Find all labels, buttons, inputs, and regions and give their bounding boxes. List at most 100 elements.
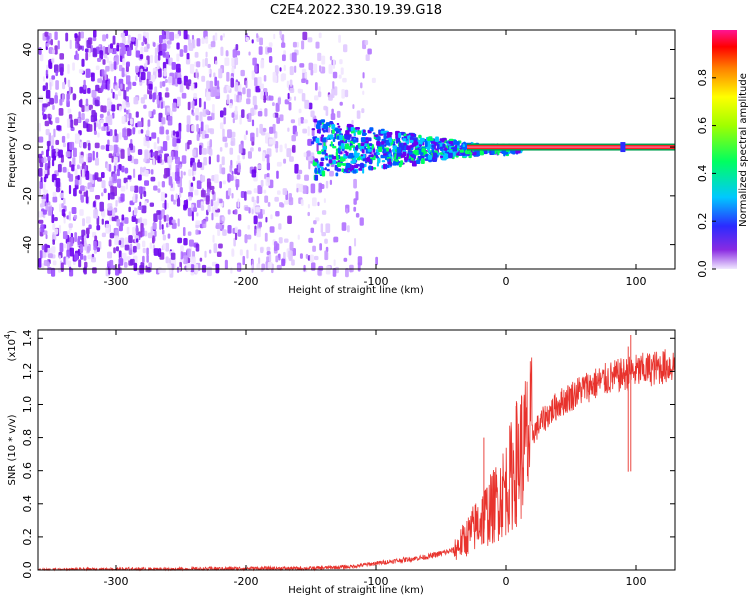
spectrogram-cell (375, 256, 379, 266)
spectrogram-cell (85, 68, 91, 78)
spectrogram-cell (189, 63, 195, 74)
spectrogram-signal-cell (439, 155, 444, 159)
spectrogram-cell (298, 169, 303, 175)
spectrogram-cell (135, 50, 141, 58)
spectrogram-cell (126, 61, 131, 67)
spectrogram-cell (112, 91, 115, 99)
spectrogram-cell (177, 237, 183, 244)
spectrogram-cell (51, 135, 55, 146)
spectrogram-cell (287, 127, 290, 132)
spectrogram-cell (41, 263, 45, 271)
spectrogram-cell (176, 266, 180, 273)
spectrogram-cell (299, 253, 303, 259)
spectrogram-cell (325, 223, 331, 233)
spectrogram-cell (162, 234, 166, 241)
spectrogram-cell (224, 57, 230, 66)
spectrogram-cell (234, 232, 238, 241)
spectrogram-cell (258, 46, 263, 55)
spectrogram-cell (97, 119, 100, 124)
spectrogram-signal-cell (392, 162, 397, 166)
spectrogram-cell (46, 193, 49, 203)
spectrogram-signal-cell (380, 130, 386, 134)
spectrogram-cell (90, 72, 95, 82)
spectrogram-cell (297, 234, 300, 240)
spectrogram-cell (105, 65, 110, 72)
spectrogram-signal-cell (424, 141, 428, 147)
spectrogram-cell (47, 206, 53, 216)
colorbar-ticks: 0.0 0.2 0.4 0.6 0.8 (696, 69, 716, 278)
spectrogram-cell (112, 35, 116, 45)
spectrogram-cell (83, 237, 86, 247)
spectrogram-cell (210, 41, 216, 48)
spectrogram-cell (68, 184, 72, 195)
spectrogram-cell (159, 219, 162, 230)
spectrogram-signal-cell (317, 142, 322, 146)
spectrogram-cell (272, 71, 277, 81)
spectrogram-cell (275, 147, 278, 153)
spectrogram-cell (352, 104, 355, 109)
spectrogram-cell (81, 58, 85, 67)
spectrogram-cell (109, 114, 113, 120)
spectrogram-cell (78, 99, 83, 108)
spectrogram-cell (74, 179, 79, 186)
spectrogram-cell (127, 154, 132, 162)
spectrogram-signal-cell (406, 153, 409, 159)
spectrogram-cell (137, 205, 143, 210)
spectrogram-cell (102, 59, 106, 65)
spectrogram-signal-cell (329, 134, 334, 140)
spectrogram-signal-cell (389, 148, 392, 152)
spectrogram-cell (92, 150, 95, 161)
spectrogram-cell (245, 80, 248, 89)
spectrogram-cell (49, 82, 52, 91)
spectrogram-cell (180, 245, 184, 253)
spectrogram-cell (253, 229, 257, 236)
spectrogram-signal-cell (427, 154, 433, 160)
spectrogram-cell (66, 249, 70, 259)
spectrogram-cell (110, 63, 114, 72)
spectrogram-cell (145, 59, 148, 67)
spectrogram-cell (253, 199, 257, 208)
spectrogram-cell (118, 258, 124, 266)
spectrogram-signal-cell (362, 129, 366, 133)
spectrogram-cell (73, 118, 79, 126)
spectrogram-cell (162, 80, 166, 87)
spectrogram-cell (287, 215, 292, 225)
spectrogram-cell (47, 201, 51, 206)
spectrogram-cell (72, 260, 76, 266)
spectrogram-cell (269, 126, 274, 134)
spectrogram-cell (305, 79, 309, 85)
spectrogram-cell (135, 46, 138, 52)
spectrogram-cell (342, 77, 347, 83)
spectrogram-cell (38, 47, 42, 55)
spectrogram-cell (246, 249, 249, 259)
spectrogram-cell (331, 88, 335, 99)
spectrogram-cell (159, 126, 165, 135)
spectrogram-cell (231, 249, 235, 257)
colorbar-tick-label: 0.8 (696, 69, 709, 87)
spectrogram-cell (324, 250, 327, 261)
spectrogram-signal-cell (448, 152, 453, 159)
spectrogram-signal-cell (342, 163, 347, 166)
spectrogram-signal-cell (386, 158, 390, 162)
spectrogram-cell (97, 57, 102, 62)
spectrogram-cell (150, 169, 154, 175)
spectrogram-cell (68, 86, 71, 96)
spectrogram-cell (159, 81, 163, 89)
spectrogram-cell (146, 78, 149, 86)
spectrogram-cell (291, 134, 296, 142)
spectrogram-cell (152, 222, 157, 230)
spectrogram-cell (58, 225, 62, 234)
spectrogram-cell (307, 126, 310, 136)
spectrogram-cell (231, 170, 234, 175)
spectrogram-cell (243, 134, 247, 141)
spectrogram-cell (240, 69, 245, 77)
spectrogram-cell (101, 126, 107, 132)
spectrogram-cell (55, 139, 60, 146)
spectrogram-signal-cell (448, 138, 454, 142)
spectrogram-cell (84, 48, 89, 53)
spectrogram-cell (219, 181, 222, 189)
spectrogram-cell (102, 45, 106, 56)
spectrogram-cell (359, 217, 364, 226)
spectrogram-cell (229, 165, 233, 173)
spectrogram-cell (312, 245, 316, 252)
